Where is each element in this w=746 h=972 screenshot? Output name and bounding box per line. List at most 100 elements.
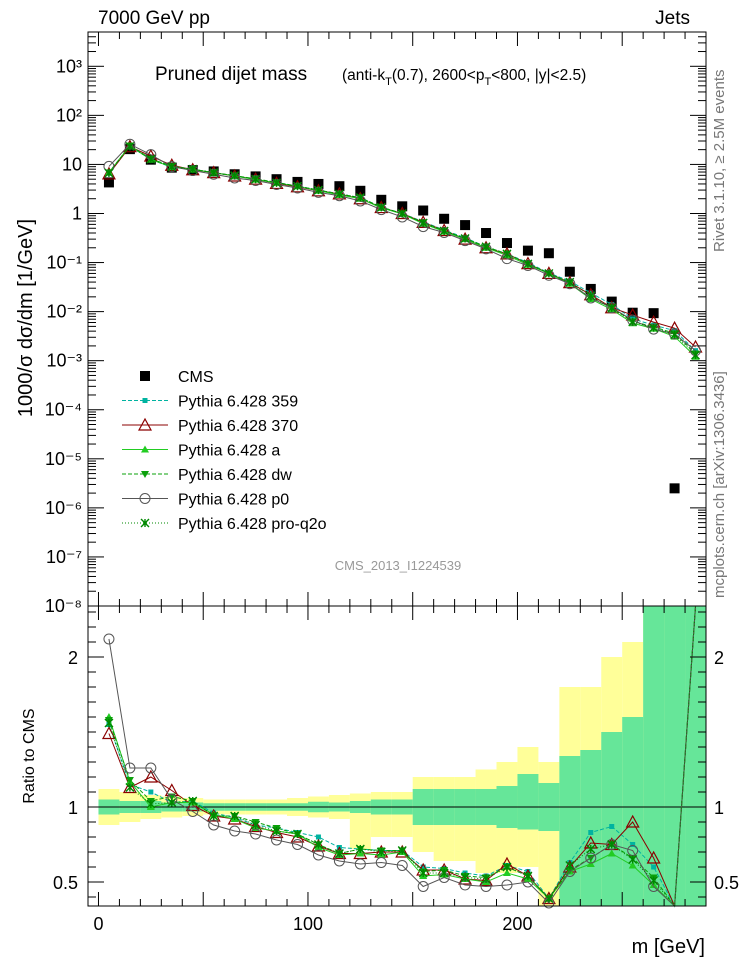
ratio-point [586,844,596,854]
ratio-point [502,862,512,872]
legend-label: Pythia 6.428 370 [178,418,298,435]
band-stat [601,732,623,906]
ratio-point [395,844,410,858]
ratio-point [417,881,429,892]
legend-marker [141,445,149,453]
y-tick-label: 10 [62,154,82,174]
legend-label: Pythia 6.428 pro-q2o [178,516,327,533]
ratio-point [625,814,640,828]
legend-entry: CMS [140,369,214,386]
ratio-point [651,864,657,870]
x-tick-label: 0 [93,914,103,934]
ratio-y-tick-label: 0.5 [53,873,78,893]
rivet-version-label: Rivet 3.1.10, ≥ 2.5M events [711,70,728,253]
data-point [355,193,365,203]
data-point [355,185,366,196]
data-point [209,168,219,178]
data-point [541,266,556,280]
ratio-y-tick-label-right: 2 [714,648,724,668]
x-tick-label: 100 [293,914,323,934]
ratio-point [501,879,513,891]
main-subtitle: (anti-kT(0.7), 2600<pT<800, |y|<2.5) [342,67,586,88]
ratio-point [143,769,158,783]
data-point [439,213,450,224]
ratio-point [354,858,366,870]
ratio-point [125,777,134,784]
ratio-point [588,830,594,835]
legend-label: Pythia 6.428 dw [178,467,292,484]
legend-marker [140,518,150,528]
ratio-series-5 [104,605,697,908]
ratio-point [145,762,157,774]
ratio-point [230,811,240,821]
data-point [691,350,701,360]
ratio-point [397,846,407,855]
ratio-y-tick-label-right: 0.5 [714,873,739,893]
legend-label: Pythia 6.428 p0 [178,492,289,509]
legend-entry: Pythia 6.428 dw [122,467,292,484]
x-tick-label: 200 [502,914,532,934]
data-point [251,174,261,184]
ratio-point [565,867,574,874]
x-axis-label: m [GeV] [632,936,705,958]
ratio-point [209,811,219,821]
main-panel: 10⁻⁸ 10⁻⁷ 10⁻⁶ 10⁻⁵ 10⁻⁴ 10⁻³ 10⁻² 10⁻¹ 1 10 10² 10… [15,31,707,616]
band-stat [622,717,644,906]
ratio-point [439,868,449,878]
y-tick-label: 10² [56,105,82,125]
ratio-point [188,796,198,806]
band-stat [643,606,665,906]
ratio-point [101,726,116,740]
ratio-point [565,861,575,870]
series-0 [103,144,680,494]
data-point [669,483,680,494]
ratio-point [607,849,616,857]
data-point [648,308,659,319]
ratio-point [269,825,284,839]
ratio-point [104,718,114,728]
y-tick-label: 1 [72,203,82,223]
ratio-point [481,874,491,884]
data-point [586,291,596,301]
ratio-line [108,605,697,908]
data-point [272,178,282,188]
data-point [376,202,386,212]
ratio-point [251,820,261,830]
data-point [649,323,659,333]
ratio-point [124,762,136,774]
data-point [501,238,512,249]
ratio-point [291,839,303,850]
ratio-point [418,868,428,878]
data-point [607,303,617,313]
series-line [108,145,696,356]
ratio-point [292,829,302,839]
legend-marker [140,371,150,381]
ratio-y-tick-label: 1 [68,798,78,818]
ratio-point [313,840,323,849]
data-point [146,154,156,164]
ratio-point [376,847,386,857]
data-point [334,189,344,199]
ratio-point [525,869,531,874]
ratio-point [606,839,618,850]
ratio-point [146,799,156,809]
ratio-point [122,780,137,794]
band-stat [517,774,539,830]
ratio-point [187,806,199,817]
ratio-point [103,633,115,645]
y-tick-label: 10⁻⁴ [45,400,82,420]
data-point [502,249,512,259]
ratio-point [396,860,408,871]
ratio-line [108,605,697,908]
ratio-point [334,849,344,858]
data-point [397,208,407,218]
main-y-axis-label: 1000/σ dσ/dm [1/GeV] [15,219,37,417]
data-point [564,266,575,277]
data-point [522,245,533,256]
ratio-point [649,876,659,885]
ratio-point [523,871,533,881]
ratio-point [312,849,324,861]
ratio-point [502,869,511,876]
ratio-point [628,861,637,869]
ratio-point [355,844,365,854]
